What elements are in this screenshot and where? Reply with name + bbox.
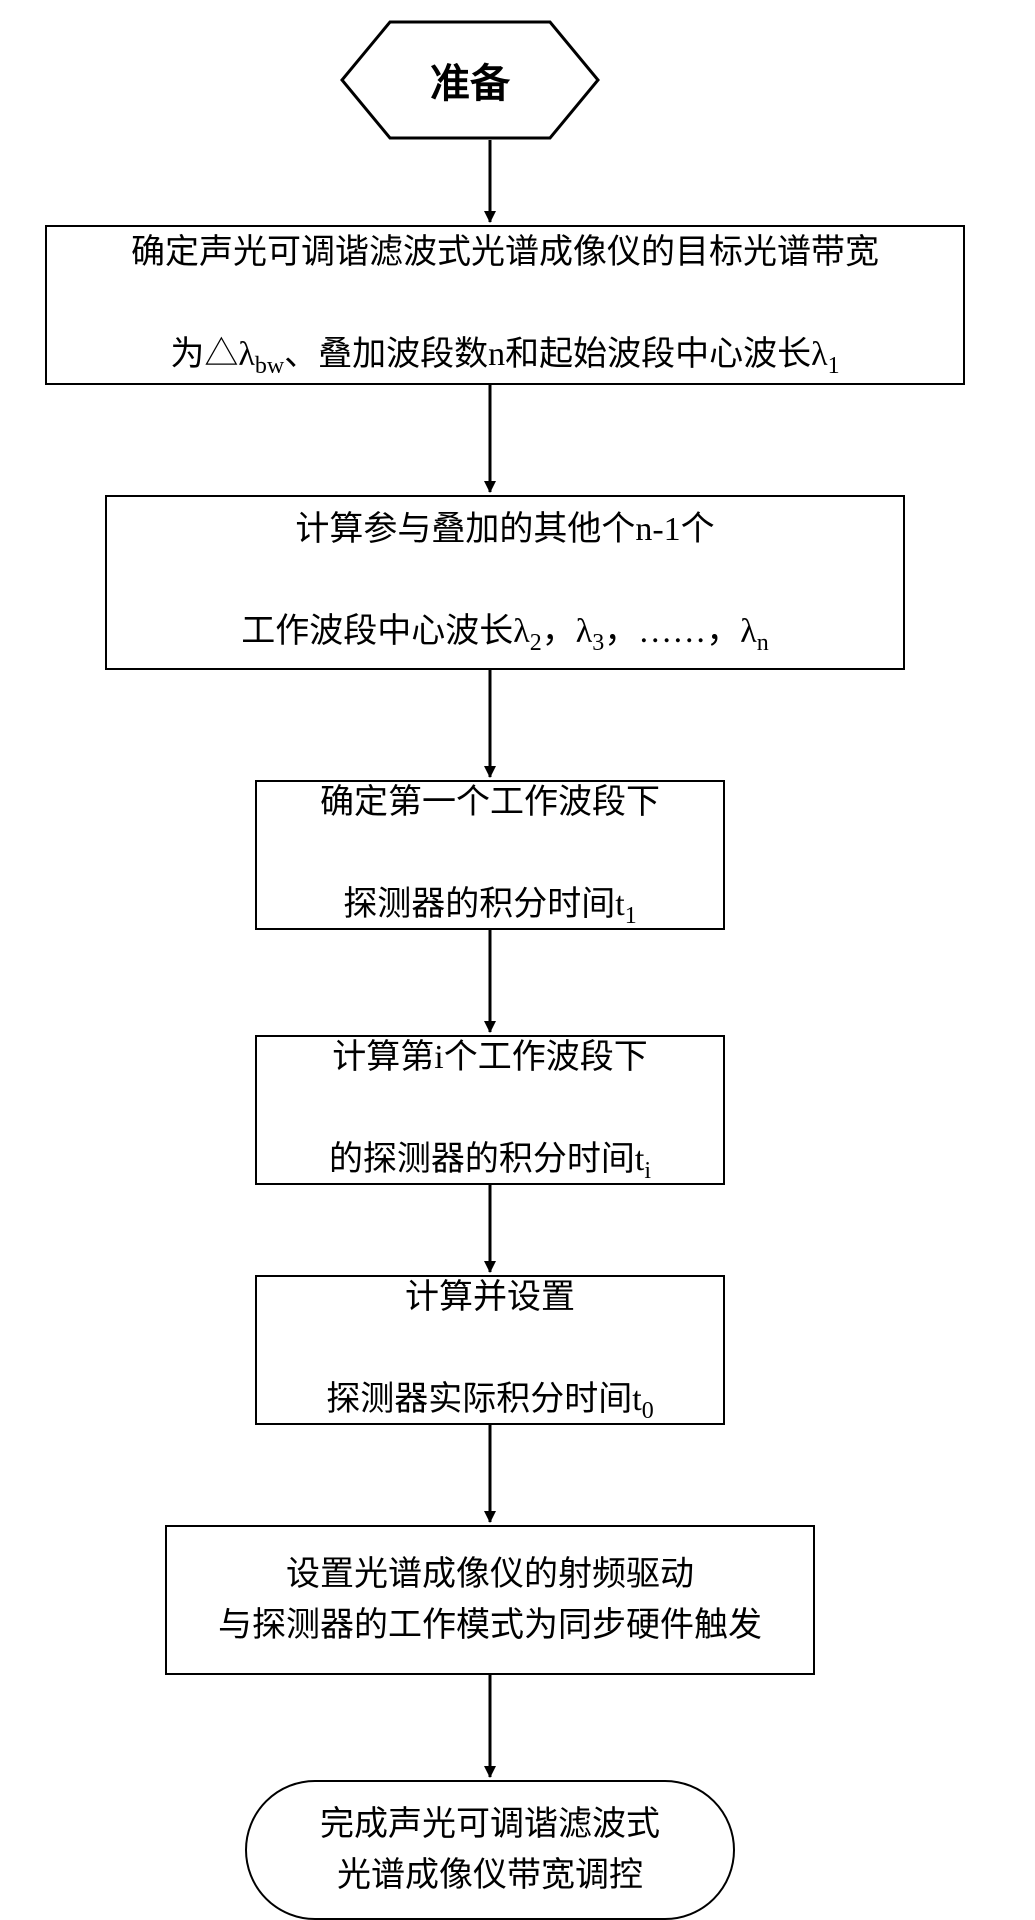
n1-l2-b: 、叠加波段数n和起始波段中心波长λ [284, 336, 827, 373]
n2-l2-a: 工作波段中心波长λ [241, 613, 530, 650]
node-6: 设置光谱成像仪的射频驱动 与探测器的工作模式为同步硬件触发 [165, 1525, 815, 1675]
node-4-line2: 的探测器的积分时间ti [329, 1083, 651, 1189]
n2-l2-s3: n [757, 630, 769, 656]
node-end-line1: 完成声光可调谐滤波式 [320, 1799, 660, 1850]
n3-l2-s1: 1 [625, 902, 637, 928]
n4-l2-a: 的探测器的积分时间t [329, 1141, 644, 1178]
node-start-label: 准备 [430, 51, 510, 109]
node-3: 确定第一个工作波段下 探测器的积分时间t1 [255, 780, 725, 930]
node-1-line2: 为△λbw、叠加波段数n和起始波段中心波长λ1 [170, 278, 839, 384]
node-3-line2: 探测器的积分时间t1 [343, 828, 636, 934]
n1-l2-a: 为△λ [170, 336, 255, 373]
node-end: 完成声光可调谐滤波式 光谱成像仪带宽调控 [245, 1780, 735, 1920]
n4-l2-s1: i [644, 1157, 651, 1183]
n2-l2-s2: 3 [592, 630, 604, 656]
node-5-line1: 计算并设置 [405, 1272, 575, 1323]
node-1-line1: 确定声光可调谐滤波式光谱成像仪的目标光谱带宽 [131, 227, 879, 278]
node-5-line2: 探测器实际积分时间t0 [326, 1323, 653, 1429]
node-2: 计算参与叠加的其他个n-1个 工作波段中心波长λ2，λ3，……，λn [105, 495, 905, 670]
node-2-line2: 工作波段中心波长λ2，λ3，……，λn [241, 555, 769, 661]
node-3-line1: 确定第一个工作波段下 [320, 777, 660, 828]
node-2-line1: 计算参与叠加的其他个n-1个 [295, 504, 714, 555]
n2-l2-b: ，λ [542, 613, 593, 650]
node-1: 确定声光可调谐滤波式光谱成像仪的目标光谱带宽 为△λbw、叠加波段数n和起始波段… [45, 225, 965, 385]
n2-l2-s1: 2 [530, 630, 542, 656]
n3-l2-a: 探测器的积分时间t [343, 886, 624, 923]
node-start: 准备 [340, 20, 600, 140]
n5-l2-s1: 0 [642, 1397, 654, 1423]
node-end-line2: 光谱成像仪带宽调控 [337, 1850, 643, 1901]
n5-l2-a: 探测器实际积分时间t [326, 1381, 641, 1418]
n2-l2-c: ，……，λ [604, 613, 757, 650]
node-6-line2: 与探测器的工作模式为同步硬件触发 [218, 1600, 762, 1651]
flowchart-canvas: 准备 确定声光可调谐滤波式光谱成像仪的目标光谱带宽 为△λbw、叠加波段数n和起… [0, 0, 1035, 1919]
node-4-line1: 计算第i个工作波段下 [332, 1032, 647, 1083]
node-4: 计算第i个工作波段下 的探测器的积分时间ti [255, 1035, 725, 1185]
node-6-line1: 设置光谱成像仪的射频驱动 [286, 1549, 694, 1600]
node-5: 计算并设置 探测器实际积分时间t0 [255, 1275, 725, 1425]
n1-l2-s2: 1 [828, 352, 840, 378]
n1-l2-s1: bw [255, 352, 284, 378]
